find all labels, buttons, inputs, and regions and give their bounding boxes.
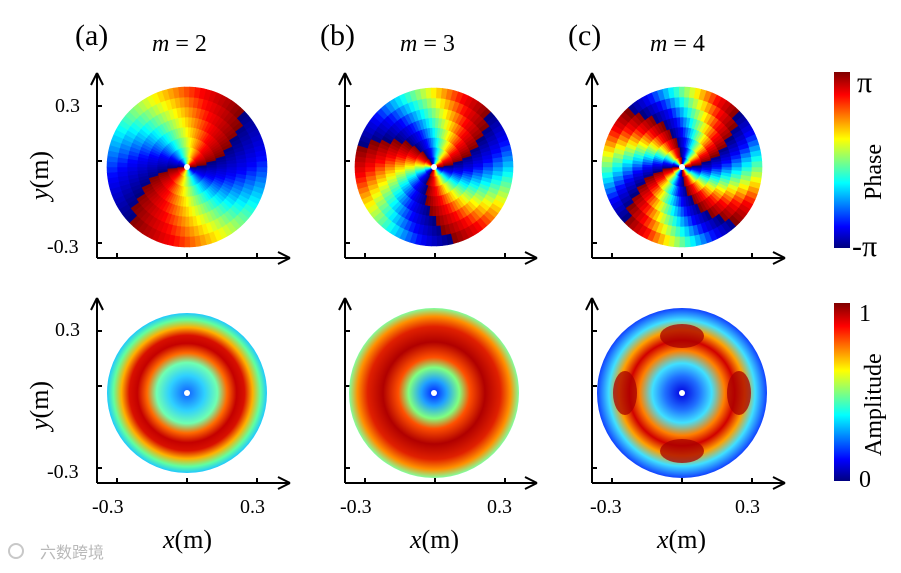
center-marker-b1 — [431, 164, 437, 170]
ytick-top-row1: 0.3 — [55, 95, 80, 117]
center-marker-a1 — [184, 164, 190, 170]
axis-labels: y(m) y(m) 0.3 -0.3 0.3 -0.3 -0.3 0.3 -0.… — [25, 95, 760, 554]
axes-frame-b1 — [338, 72, 538, 265]
phase-colorbar-max: π — [857, 66, 872, 99]
axes-frame-a2 — [90, 297, 291, 490]
watermark-text: 六数跨境 — [40, 543, 104, 562]
panel-header-a: (a) m = 2 — [75, 19, 207, 57]
panel-label-c: (c) — [568, 19, 601, 52]
axes-frame-a1 — [90, 72, 291, 265]
amplitude-colorbar-min: 0 — [859, 467, 871, 493]
center-marker-b2 — [431, 390, 437, 396]
phase-colorbar: π -π Phase — [834, 66, 887, 263]
watermark-logo-icon — [8, 543, 24, 559]
ytick-top-row2: 0.3 — [55, 319, 80, 341]
phase-map-c — [601, 86, 763, 248]
panel-title-a: m = 2 — [152, 31, 207, 57]
panel-label-b: (b) — [320, 19, 355, 52]
ylabel-row1: y(m) — [25, 151, 54, 203]
ytick-bottom-row1: -0.3 — [47, 236, 79, 258]
xlabel-b: x(m) — [409, 525, 459, 554]
axes-frame-c1 — [585, 72, 786, 265]
watermark: 六数跨境 — [8, 543, 104, 562]
amplitude-lobes-c — [613, 324, 751, 463]
amplitude-maps — [107, 308, 767, 478]
ytick-bottom-row2: -0.3 — [47, 461, 79, 483]
amplitude-colorbar-strip — [834, 303, 850, 481]
axes-frame-c2 — [585, 297, 786, 490]
panel-header-c: (c) m = 4 — [568, 19, 705, 57]
xtick-left-a: -0.3 — [92, 496, 124, 518]
xlabel-a: x(m) — [162, 525, 212, 554]
axes-frame-b2 — [338, 297, 538, 490]
amplitude-colorbar-title: Amplitude — [861, 353, 887, 456]
panel-label-a: (a) — [75, 19, 108, 52]
phase-map-a — [106, 86, 268, 248]
phase-map-b — [354, 87, 514, 247]
panel-header-b: (b) m = 3 — [320, 19, 455, 57]
phase-colorbar-min: -π — [852, 230, 877, 263]
axes-layer — [90, 72, 786, 490]
center-marker-c1 — [679, 164, 685, 170]
xtick-right-a: 0.3 — [240, 496, 265, 518]
phase-maps — [106, 86, 763, 248]
xtick-right-c: 0.3 — [735, 496, 760, 518]
phase-colorbar-strip — [834, 72, 850, 248]
center-marker-c2 — [679, 390, 685, 396]
xtick-right-b: 0.3 — [487, 496, 512, 518]
xtick-left-c: -0.3 — [590, 496, 622, 518]
panel-title-b: m = 3 — [400, 31, 455, 57]
ylabel-row2: y(m) — [25, 381, 54, 433]
amplitude-colorbar: 1 0 Amplitude — [834, 301, 887, 493]
phase-colorbar-title: Phase — [861, 144, 887, 200]
xtick-left-b: -0.3 — [340, 496, 372, 518]
center-marker-a2 — [184, 390, 190, 396]
panel-title-c: m = 4 — [650, 31, 705, 57]
xlabel-c: x(m) — [656, 525, 706, 554]
amplitude-colorbar-max: 1 — [859, 301, 871, 327]
